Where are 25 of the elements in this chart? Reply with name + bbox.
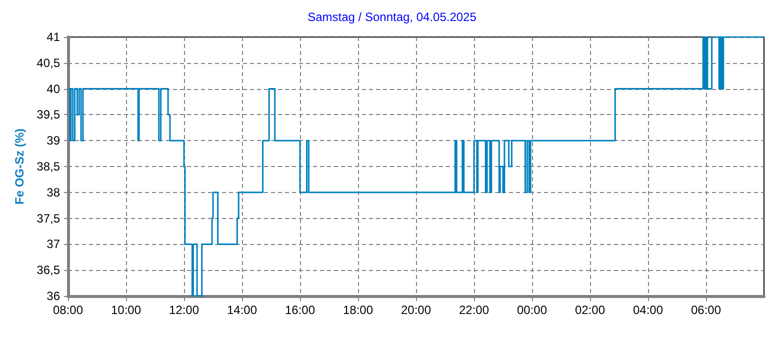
x-tick-label: 18:00 xyxy=(342,303,374,317)
x-tick-label: 08:00 xyxy=(52,303,84,317)
y-tick-label: 36,5 xyxy=(36,263,60,278)
y-tick-label: 40,5 xyxy=(36,56,60,70)
y-tick-label: 40 xyxy=(46,82,60,96)
x-tick-label: 14:00 xyxy=(226,303,258,317)
x-tick-label: 04:00 xyxy=(632,303,664,317)
x-tick-label: 20:00 xyxy=(400,303,432,317)
y-tick-label: 36 xyxy=(46,289,60,303)
x-tick-label: 02:00 xyxy=(574,303,606,317)
y-tick-label: 41 xyxy=(46,30,60,44)
y-tick-label: 38 xyxy=(46,185,60,200)
x-tick-label: 10:00 xyxy=(110,303,142,317)
x-tick-label: 12:00 xyxy=(168,303,200,317)
chart-title: Samstag / Sonntag, 04.05.2025 xyxy=(308,10,477,24)
y-tick-label: 39,5 xyxy=(36,108,60,122)
y-tick-label: 39 xyxy=(46,134,60,148)
x-tick-label: 16:00 xyxy=(284,303,316,317)
y-tick-label: 37 xyxy=(46,237,60,252)
x-tick-label: 06:00 xyxy=(690,303,722,317)
y-tick-label: 38,5 xyxy=(36,160,60,174)
y-axis-title: Fe OG-Sz (%) xyxy=(12,128,27,205)
x-tick-label: 22:00 xyxy=(458,303,490,317)
y-tick-label: 37,5 xyxy=(36,211,60,226)
x-tick-label: 00:00 xyxy=(516,303,548,317)
